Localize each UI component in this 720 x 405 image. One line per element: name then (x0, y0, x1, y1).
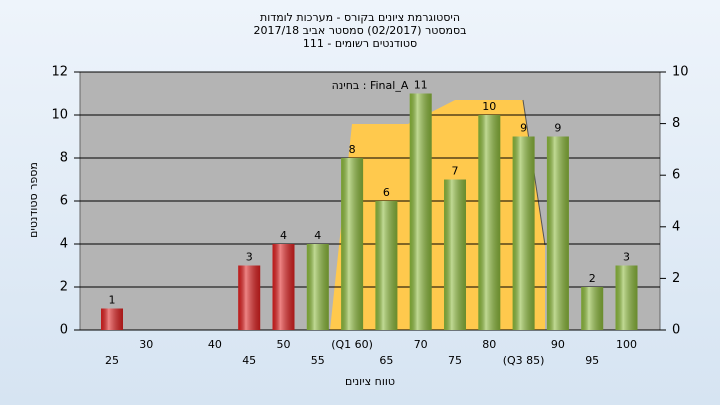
bar-shine (306, 244, 329, 330)
x-axis-label: טווח ציונים (345, 375, 395, 388)
data-label: 4 (280, 229, 287, 242)
chart-subtitle: בסמסטר (02/2017) סמסטר אביב 2017/18 (253, 24, 466, 37)
chart-subtitle: סטודנטים רשומים - 111 (303, 37, 417, 50)
data-label: 9 (554, 122, 561, 135)
data-label: 1 (109, 294, 116, 307)
bar-shine (341, 158, 364, 330)
y-tick-label: 6 (60, 194, 68, 209)
bar-shine (272, 244, 295, 330)
annotation: בחינה : Final_A (332, 79, 409, 92)
bar-shine (546, 136, 569, 330)
y-tick-label: 8 (60, 151, 68, 166)
data-label: 9 (520, 122, 527, 135)
x-tick-label: 45 (242, 354, 256, 367)
bar-shine (615, 265, 638, 330)
y-tick-label: 2 (60, 280, 68, 295)
x-tick-label: 40 (208, 338, 222, 351)
y-tick-label: 0 (60, 323, 68, 338)
x-tick-label: 70 (414, 338, 428, 351)
bar-shine (101, 308, 123, 330)
data-label: 10 (482, 100, 496, 113)
bar-shine (375, 201, 398, 330)
y2-tick-label: 0 (672, 323, 680, 338)
x-tick-label: 65 (379, 354, 393, 367)
data-label: 4 (314, 229, 321, 242)
x-tick-label: 30 (139, 338, 153, 351)
x-tick-label: 50 (277, 338, 291, 351)
x-tick-label: 80 (482, 338, 496, 351)
x-tick-label: 55 (311, 354, 325, 367)
bar-shine (512, 136, 535, 330)
x-tick-label: 100 (616, 338, 637, 351)
y2-tick-label: 4 (672, 219, 680, 234)
bar-shine (444, 179, 466, 330)
y2-tick-label: 8 (672, 116, 680, 131)
bar-shine (581, 287, 604, 330)
data-label: 3 (623, 251, 630, 264)
bar-shine (478, 115, 501, 330)
y2-tick-label: 6 (672, 168, 680, 183)
data-label: 8 (349, 143, 356, 156)
y-tick-label: 12 (51, 65, 68, 80)
x-tick-label: (Q3 85) (503, 354, 545, 367)
chart-title: היסטוגרמת ציונים בקורס - מערכות לומדות (260, 11, 460, 24)
data-label: 3 (246, 251, 253, 264)
x-tick-label: 75 (448, 354, 462, 367)
x-tick-label: 90 (551, 338, 565, 351)
y-tick-label: 10 (51, 108, 68, 123)
y2-tick-label: 2 (672, 271, 680, 286)
y-tick-label: 4 (60, 237, 68, 252)
y2-tick-label: 10 (672, 65, 689, 80)
data-label: 7 (452, 165, 459, 178)
x-tick-label: 95 (585, 354, 599, 367)
x-tick-label: (Q1 60) (331, 338, 373, 351)
data-label: 11 (414, 79, 428, 92)
data-label: 2 (589, 272, 596, 285)
y-axis-label: מספר סטודנטים (27, 162, 40, 238)
bar-shine (409, 93, 432, 330)
data-label: 6 (383, 186, 390, 199)
x-tick-label: 25 (105, 354, 119, 367)
bar-shine (238, 265, 261, 330)
